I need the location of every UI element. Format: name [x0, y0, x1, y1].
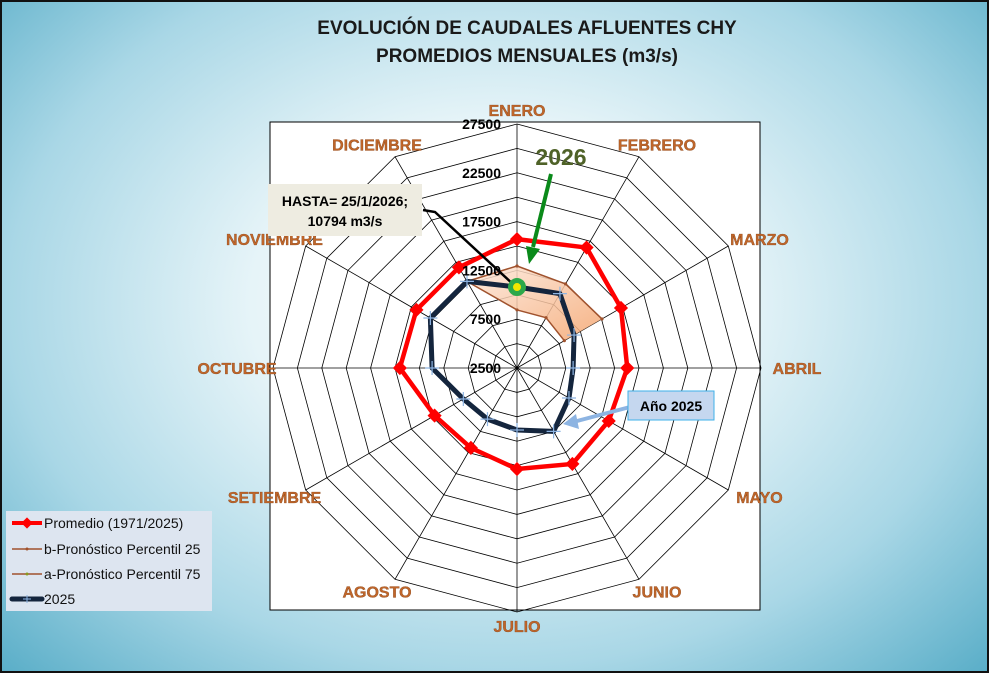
data-point: [409, 302, 424, 317]
tick-label: 27500: [462, 116, 501, 132]
grid-spoke: [394, 367, 518, 580]
arrow-2026-head: [526, 246, 540, 264]
data-point: [601, 413, 616, 429]
month-label-abril: ABRIL: [773, 361, 822, 378]
arrow-2025-head: [563, 414, 579, 429]
data-point: [427, 408, 442, 423]
series-line: [466, 265, 603, 320]
grid-spoke: [516, 367, 729, 491]
data-point: [600, 317, 604, 321]
month-label-junio: JUNIO: [633, 584, 682, 601]
data-point: [546, 424, 561, 439]
data-point: [392, 360, 407, 376]
legend-label-p75: a-Pronóstico Percentil 75: [44, 566, 201, 582]
month-label-setiembre: SETIEMBRE: [228, 490, 322, 507]
month-label-diciembre: DICIEMBRE: [332, 138, 422, 155]
month-label-noviembre: NOVIEMBRE: [226, 232, 323, 249]
chart-title-line1: EVOLUCIÓN DE CAUDALES AFLUENTES CHY: [317, 17, 737, 39]
month-label-agosto: AGOSTO: [342, 584, 411, 601]
data-point: [451, 260, 466, 275]
anio-2025-callout: [627, 390, 715, 421]
data-point: [459, 274, 474, 289]
data-point: [613, 300, 629, 316]
legend-item-promedio: Promedio (1971/2025): [12, 515, 183, 531]
month-label-julio: JULIO: [493, 619, 540, 636]
month-label-enero: ENERO: [489, 103, 546, 120]
tick-label: 12500: [462, 262, 501, 278]
legend-item-p75: a-Pronóstico Percentil 75: [12, 566, 201, 582]
tick-labels: 2500 7500 12500 17500 22500 27500: [462, 116, 501, 376]
legend-label-promedio: Promedio (1971/2025): [44, 515, 183, 531]
chart-title-line2: PROMEDIOS MENSUALES (m3/s): [376, 46, 678, 67]
data-point: [480, 412, 495, 427]
hasta-leader-line: [422, 208, 516, 287]
legend-item-p25: b-Pronóstico Percentil 25: [12, 541, 201, 557]
data-point: [566, 361, 581, 375]
data-point: [567, 328, 582, 343]
legend: Promedio (1971/2025) b-Pronóstico Percen…: [6, 511, 212, 611]
grid-spoke: [516, 367, 640, 580]
data-point: [463, 440, 478, 455]
data-point: [456, 391, 471, 406]
radar-grid: [272, 123, 762, 613]
data-point: [620, 360, 635, 376]
data-point: [579, 240, 594, 255]
data-point: [563, 282, 568, 286]
anio-2025-label: Año 2025: [640, 398, 702, 414]
grid-spoke: [305, 245, 518, 369]
data-point: [561, 391, 576, 406]
current-point-center: [513, 283, 521, 292]
legend-item-2025: 2025: [9, 591, 75, 607]
hasta-callout-box: [268, 184, 422, 236]
series-line: [466, 280, 565, 342]
grid-spoke: [305, 367, 518, 491]
month-label-marzo: MARZO: [730, 232, 789, 249]
data-point: [509, 232, 525, 247]
hasta-callout-line2: 10794 m3/s: [308, 213, 383, 229]
data-point: [552, 286, 567, 301]
grid-spoke: [516, 156, 640, 369]
data-point: [510, 422, 524, 437]
data-point: [515, 264, 519, 268]
tick-label: 17500: [462, 214, 501, 230]
data-point: [423, 310, 438, 325]
tick-label: 7500: [470, 311, 501, 327]
tick-label: 22500: [462, 165, 501, 181]
month-label-octubre: OCTUBRE: [197, 361, 276, 378]
hasta-callout-line1: HASTA= 25/1/2026;: [282, 193, 408, 209]
data-point: [562, 339, 566, 343]
arrow-2026-shaft: [531, 173, 553, 248]
data-point: [565, 456, 580, 472]
month-label-febrero: FEBRERO: [618, 138, 696, 155]
month-label-mayo: MAYO: [736, 490, 783, 507]
series-group: [392, 232, 635, 477]
arrow-2025-shaft: [576, 405, 631, 423]
legend-label-2025: 2025: [44, 591, 75, 607]
data-point: [509, 461, 525, 477]
tick-label: 2500: [470, 360, 501, 376]
series-promedio-1971-2025-: [392, 232, 635, 477]
data-point: [425, 361, 440, 375]
data-point: [544, 316, 548, 320]
legend-label-p25: b-Pronóstico Percentil 25: [44, 541, 201, 557]
month-labels: ENERO FEBRERO MARZO ABRIL MAYO JUNIO JULIO AGOS…: [197, 103, 822, 636]
label-2026: 2026: [535, 144, 586, 170]
data-point: [515, 308, 519, 312]
